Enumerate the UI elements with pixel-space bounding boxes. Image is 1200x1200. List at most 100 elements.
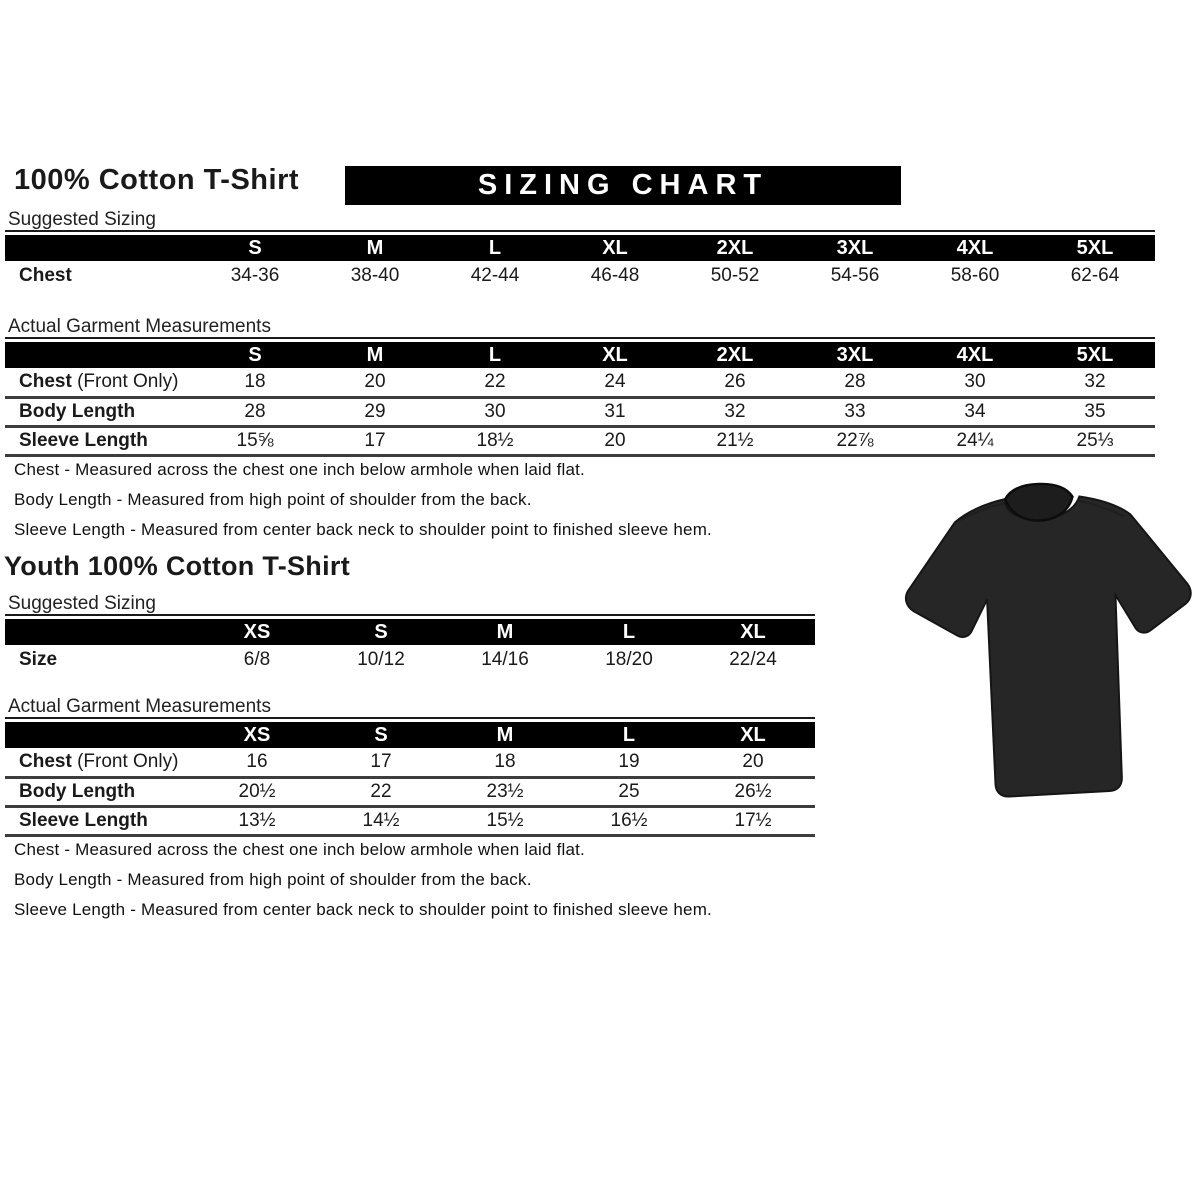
youth-measurements-col: XS bbox=[195, 722, 319, 748]
table-cell: 20 bbox=[742, 750, 764, 772]
adult-suggested-col: L bbox=[435, 235, 555, 261]
adult-body-length-row: Body Length 28 29 30 31 32 33 34 35 bbox=[5, 397, 1155, 426]
table-cell: 16½ bbox=[610, 809, 648, 831]
adult-measurements-col: L bbox=[435, 342, 555, 368]
youth-measurements-header-row: XS S M L XL bbox=[5, 722, 815, 748]
note-sleeve-length: Sleeve Length - Measured from center bac… bbox=[14, 900, 712, 919]
table-cell: 14½ bbox=[362, 809, 400, 831]
row-label: Body Length bbox=[19, 400, 136, 422]
table-cell: 31 bbox=[604, 400, 626, 422]
adult-suggested-col: 5XL bbox=[1035, 235, 1155, 261]
youth-measurements-col: XL bbox=[691, 722, 815, 748]
adult-suggested-col: 3XL bbox=[795, 235, 915, 261]
table-cell: 14/16 bbox=[481, 648, 529, 670]
table-cell: 35 bbox=[1084, 400, 1106, 422]
table-cell: 17 bbox=[364, 429, 386, 451]
table-cell: 46-48 bbox=[590, 264, 640, 286]
row-label: Chest (Front Only) bbox=[19, 750, 179, 772]
table-cell: 18 bbox=[244, 370, 266, 392]
table-cell: 16 bbox=[246, 750, 268, 772]
table-cell: 17½ bbox=[734, 809, 772, 831]
adult-measurements-header-empty bbox=[5, 342, 195, 368]
adult-suggested-header-row: S M L XL 2XL 3XL 4XL 5XL bbox=[5, 235, 1155, 261]
tshirt-shoulder-shade bbox=[954, 501, 1006, 524]
adult-suggested-col: XL bbox=[555, 235, 675, 261]
adult-suggested-col: M bbox=[315, 235, 435, 261]
table-cell: 22 bbox=[370, 780, 392, 802]
adult-measurements-col: 4XL bbox=[915, 342, 1035, 368]
table-cell: 26 bbox=[724, 370, 746, 392]
row-label: Sleeve Length bbox=[19, 809, 148, 831]
adult-measurement-notes: Chest - Measured across the chest one in… bbox=[14, 460, 814, 550]
youth-suggested-table: XS S M L XL Size 6/8 10/12 14/16 18/20 2… bbox=[5, 614, 815, 674]
table-cell: 29 bbox=[364, 400, 386, 422]
table-cell: 18½ bbox=[476, 429, 514, 451]
table-cell: 21½ bbox=[716, 429, 754, 451]
adult-suggested-col: 4XL bbox=[915, 235, 1035, 261]
adult-chest-row: Chest (Front Only) 18 20 22 24 26 28 30 … bbox=[5, 368, 1155, 397]
table-cell: 25⅓ bbox=[1076, 429, 1114, 451]
adult-measurements-col: 2XL bbox=[675, 342, 795, 368]
youth-size-row: Size 6/8 10/12 14/16 18/20 22/24 bbox=[5, 645, 815, 674]
table-cell: 17 bbox=[370, 750, 392, 772]
table-cell: 24 bbox=[604, 370, 626, 392]
table-cell: 25 bbox=[618, 780, 640, 802]
adult-suggested-chest-row: Chest 34-36 38-40 42-44 46-48 50-52 54-5… bbox=[5, 261, 1155, 290]
adult-measurements-table: S M L XL 2XL 3XL 4XL 5XL Chest (Front On… bbox=[5, 337, 1155, 457]
note-body-length: Body Length - Measured from high point o… bbox=[14, 870, 532, 889]
row-label: Sleeve Length bbox=[19, 429, 148, 451]
youth-suggested-col: L bbox=[567, 619, 691, 645]
sizing-chart-banner: SIZING CHART bbox=[345, 166, 901, 205]
table-cell: 54-56 bbox=[830, 264, 880, 286]
youth-suggested-header-row: XS S M L XL bbox=[5, 619, 815, 645]
table-cell: 18/20 bbox=[605, 648, 653, 670]
note-sleeve-length: Sleeve Length - Measured from center bac… bbox=[14, 520, 712, 539]
row-label: Chest (Front Only) bbox=[19, 370, 179, 392]
table-cell: 50-52 bbox=[710, 264, 760, 286]
table-cell: 24¼ bbox=[956, 429, 994, 451]
table-cell: 15⅝ bbox=[236, 429, 274, 451]
youth-body-length-row: Body Length 20½ 22 23½ 25 26½ bbox=[5, 777, 815, 806]
youth-suggested-col: S bbox=[319, 619, 443, 645]
youth-suggested-col: XL bbox=[691, 619, 815, 645]
youth-suggested-col: XS bbox=[195, 619, 319, 645]
table-cell: 58-60 bbox=[950, 264, 1000, 286]
adult-measurements-col: S bbox=[195, 342, 315, 368]
table-cell: 20 bbox=[604, 429, 626, 451]
adult-measurements-header-row: S M L XL 2XL 3XL 4XL 5XL bbox=[5, 342, 1155, 368]
youth-measurements-col: M bbox=[443, 722, 567, 748]
row-label: Size bbox=[19, 648, 58, 670]
youth-measurements-heading: Actual Garment Measurements bbox=[8, 696, 271, 717]
youth-measurements-col: S bbox=[319, 722, 443, 748]
adult-measurements-heading: Actual Garment Measurements bbox=[8, 316, 271, 337]
table-cell: 38-40 bbox=[350, 264, 400, 286]
row-label: Chest bbox=[19, 264, 72, 286]
adult-suggested-table: S M L XL 2XL 3XL 4XL 5XL Chest 34-36 38-… bbox=[5, 230, 1155, 290]
tshirt-image bbox=[904, 482, 1192, 798]
table-cell: 34 bbox=[964, 400, 986, 422]
table-cell: 22 bbox=[484, 370, 506, 392]
table-cell: 19 bbox=[618, 750, 640, 772]
adult-suggested-col: S bbox=[195, 235, 315, 261]
table-cell: 32 bbox=[1084, 370, 1106, 392]
youth-measurements-header-empty bbox=[5, 722, 195, 748]
table-cell: 42-44 bbox=[470, 264, 520, 286]
table-cell: 22⅞ bbox=[836, 429, 874, 451]
youth-chest-row: Chest (Front Only) 16 17 18 19 20 bbox=[5, 748, 815, 777]
page-title: 100% Cotton T-Shirt bbox=[14, 164, 300, 196]
table-cell: 13½ bbox=[238, 809, 276, 831]
note-chest: Chest - Measured across the chest one in… bbox=[14, 460, 585, 479]
table-cell: 18 bbox=[494, 750, 516, 772]
youth-measurement-notes: Chest - Measured across the chest one in… bbox=[14, 840, 814, 930]
table-cell: 26½ bbox=[734, 780, 772, 802]
adult-measurements-col: 5XL bbox=[1035, 342, 1155, 368]
table-cell: 15½ bbox=[486, 809, 524, 831]
table-cell: 30 bbox=[484, 400, 506, 422]
table-cell: 32 bbox=[724, 400, 746, 422]
sizing-chart-banner-label: SIZING CHART bbox=[477, 169, 769, 201]
adult-measurements-col: M bbox=[315, 342, 435, 368]
table-cell: 20 bbox=[364, 370, 386, 392]
table-cell: 30 bbox=[964, 370, 986, 392]
table-cell: 22/24 bbox=[729, 648, 777, 670]
